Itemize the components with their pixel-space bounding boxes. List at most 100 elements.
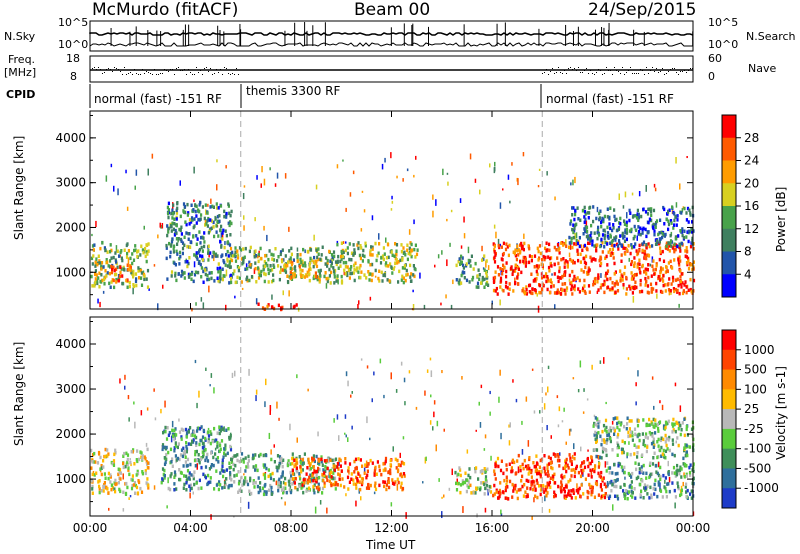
echo-cell [653, 451, 656, 455]
echo-cell [104, 248, 107, 253]
echo-cell [216, 431, 219, 435]
echo-cell [206, 430, 210, 434]
echo-speck [119, 378, 121, 384]
echo-cell [195, 481, 198, 485]
echo-cell [216, 445, 219, 449]
echo-cell [661, 277, 664, 281]
echo-cell [121, 274, 124, 278]
echo-cell [356, 479, 359, 483]
echo-cell [636, 455, 639, 459]
echo-cell [686, 249, 689, 254]
echo-cell [475, 285, 478, 289]
echo-cell [642, 463, 645, 468]
echo-cell [535, 264, 538, 268]
echo-cell [209, 480, 212, 484]
echo-cell [126, 457, 129, 462]
echo-cell [520, 270, 523, 275]
echo-cell [178, 262, 181, 266]
echo-cell [228, 281, 231, 285]
echo-cell [680, 272, 683, 276]
echo-cell [166, 233, 169, 238]
echo-cell [262, 463, 265, 467]
echo-cell [616, 441, 619, 445]
echo-cell [145, 277, 148, 281]
echo-cell [591, 257, 594, 261]
echo-cell [226, 259, 229, 263]
echo-cell [668, 489, 671, 494]
echo-cell [201, 205, 204, 209]
echo-cell [127, 466, 130, 470]
echo-speck [681, 208, 684, 213]
echo-cell [537, 471, 540, 476]
echo-cell [605, 254, 608, 259]
echo-speck [205, 367, 207, 371]
echo-cell [556, 453, 559, 457]
echo-cell [211, 204, 214, 209]
echo-speck [577, 389, 580, 393]
echo-cell [609, 206, 612, 210]
echo-cell [214, 216, 217, 220]
echo-cell [512, 289, 515, 293]
echo-cell [263, 264, 266, 269]
echo-cell [333, 275, 336, 279]
echo-cell [189, 240, 192, 244]
echo-cell [619, 423, 622, 427]
echo-cell [689, 213, 692, 217]
echo-cell [224, 482, 227, 487]
echo-cell [676, 277, 679, 282]
echo-speck [344, 414, 347, 419]
echo-cell [684, 485, 687, 489]
echo-speck [338, 435, 340, 441]
echo-cell [191, 218, 194, 222]
nave-dot [152, 74, 153, 75]
echo-cell [144, 469, 147, 473]
echo-speck [350, 394, 352, 398]
echo-cell [301, 461, 304, 466]
echo-cell [359, 487, 362, 492]
echo-cell [635, 285, 638, 290]
echo-cell [350, 477, 353, 481]
nave-dot [220, 69, 221, 70]
colorbar-segment [722, 448, 736, 469]
echo-cell [585, 225, 589, 230]
echo-speck [604, 461, 607, 468]
echo-cell [332, 471, 335, 475]
echo-cell [129, 460, 132, 465]
echo-cell [610, 489, 613, 493]
echo-cell [180, 427, 183, 432]
echo-cell [557, 455, 560, 459]
echo-speck [147, 168, 149, 176]
echo-cell [381, 279, 384, 283]
echo-cell [118, 487, 121, 492]
echo-speck [459, 198, 462, 203]
echo-cell [640, 489, 643, 493]
echo-cell [593, 448, 596, 452]
echo-cell [287, 479, 290, 484]
echo-speck [274, 183, 277, 187]
echo-cell [609, 480, 612, 485]
echo-cell [236, 275, 239, 280]
echo-speck [289, 423, 291, 431]
echo-speck [154, 417, 157, 421]
echo-cell [348, 462, 352, 466]
echo-cell [94, 269, 97, 273]
echo-cell [461, 270, 464, 274]
echo-speck [686, 156, 688, 159]
echo-cell [131, 261, 134, 266]
echo-cell [98, 271, 101, 275]
echo-cell [581, 209, 584, 213]
echo-cell [318, 467, 321, 472]
echo-cell [116, 249, 119, 253]
echo-cell [326, 258, 329, 263]
echo-cell [185, 488, 188, 492]
echo-cell [206, 277, 209, 282]
echo-cell [200, 245, 203, 250]
echo-cell [128, 267, 131, 271]
echo-cell [329, 281, 332, 285]
echo-cell [524, 264, 527, 268]
echo-cell [212, 205, 215, 209]
echo-cell [198, 460, 201, 465]
echo-cell [577, 470, 580, 475]
echo-speck [683, 472, 685, 477]
echo-cell [377, 251, 380, 255]
